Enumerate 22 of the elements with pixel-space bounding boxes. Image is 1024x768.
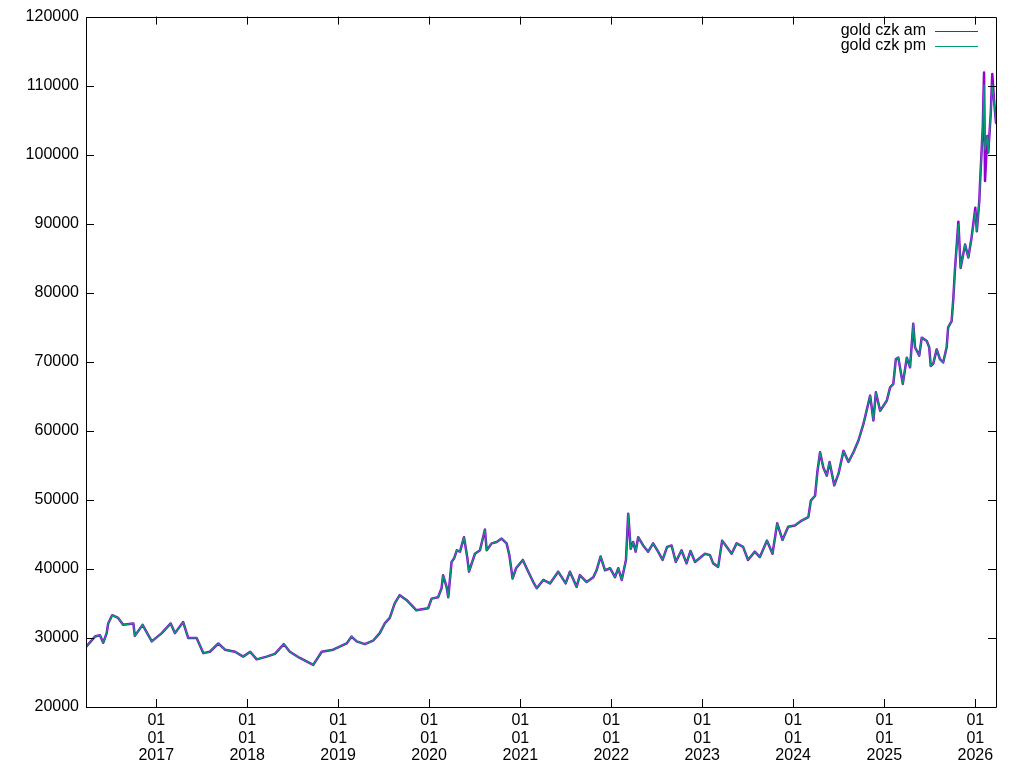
y-tick-label: 50000 bbox=[34, 490, 80, 508]
legend-label: gold czk am bbox=[840, 21, 926, 39]
x-tick-label: 01 01 2020 bbox=[411, 711, 448, 764]
y-tick-label: 70000 bbox=[34, 352, 80, 370]
y-tick-label: 80000 bbox=[34, 283, 80, 301]
x-tick-label: 01 01 2025 bbox=[866, 711, 903, 764]
y-tick-label: 20000 bbox=[34, 697, 80, 715]
x-tick-label: 01 01 2026 bbox=[957, 711, 994, 764]
x-tick-label: 01 01 2021 bbox=[502, 711, 539, 764]
y-tick-label: 100000 bbox=[25, 145, 80, 163]
x-tick-label: 01 01 2024 bbox=[775, 711, 812, 764]
x-tick-label: 01 01 2023 bbox=[684, 711, 721, 764]
y-tick-label: 90000 bbox=[34, 214, 80, 232]
y-tick-label: 110000 bbox=[26, 76, 80, 94]
x-tick-label: 01 01 2019 bbox=[320, 711, 357, 764]
y-tick-label: 40000 bbox=[34, 559, 80, 577]
x-tick-label: 01 01 2017 bbox=[138, 711, 175, 764]
y-tick-label: 120000 bbox=[25, 7, 80, 25]
x-tick-label: 01 01 2022 bbox=[593, 711, 630, 764]
y-tick-label: 30000 bbox=[34, 628, 80, 646]
x-tick-label: 01 01 2018 bbox=[229, 711, 266, 764]
y-tick-label: 60000 bbox=[34, 421, 80, 439]
